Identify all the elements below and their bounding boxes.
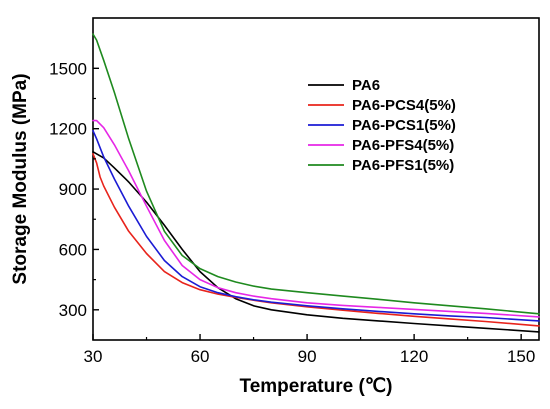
series-line-4 (92, 119, 540, 318)
y-tick-label: 300 (59, 301, 87, 320)
x-tick-label: 150 (507, 347, 535, 366)
series-layer (92, 33, 540, 333)
x-tick-label: 120 (400, 347, 428, 366)
x-axis-title: Temperature (℃) (240, 376, 393, 397)
x-tick-label: 90 (298, 347, 317, 366)
x-tick-label: 30 (84, 347, 103, 366)
series-line-2 (92, 153, 540, 327)
y-tick-label: 1200 (49, 120, 87, 139)
legend-label-3: PA6-PCS1(5%) (352, 117, 456, 134)
legend-label-5: PA6-PFS1(5%) (352, 157, 454, 174)
series-line-3 (92, 129, 540, 322)
x-tick-label: 60 (191, 347, 210, 366)
legend: PA6 PA6-PCS4(5%) PA6-PCS1(5%) PA6-PFS4(5%) P… (308, 77, 456, 174)
y-tick-label: 1500 (49, 59, 87, 78)
y-tick-label: 600 (59, 240, 87, 259)
series-line-5 (92, 33, 540, 315)
plot-area: 30 60 90 120 150 300 600 900 1200 1500 (49, 17, 540, 366)
y-axis-title: Storage Modulus (MPa) (10, 73, 31, 284)
series-line-1 (92, 151, 540, 333)
x-axis-ticks: 30 60 90 120 150 (84, 334, 535, 366)
legend-label-4: PA6-PFS4(5%) (352, 137, 454, 154)
y-axis-ticks: 300 600 900 1200 1500 (49, 59, 99, 320)
legend-label-2: PA6-PCS4(5%) (352, 97, 456, 114)
plot-frame (92, 17, 540, 341)
y-tick-label: 900 (59, 180, 87, 199)
legend-label-1: PA6 (352, 77, 380, 94)
